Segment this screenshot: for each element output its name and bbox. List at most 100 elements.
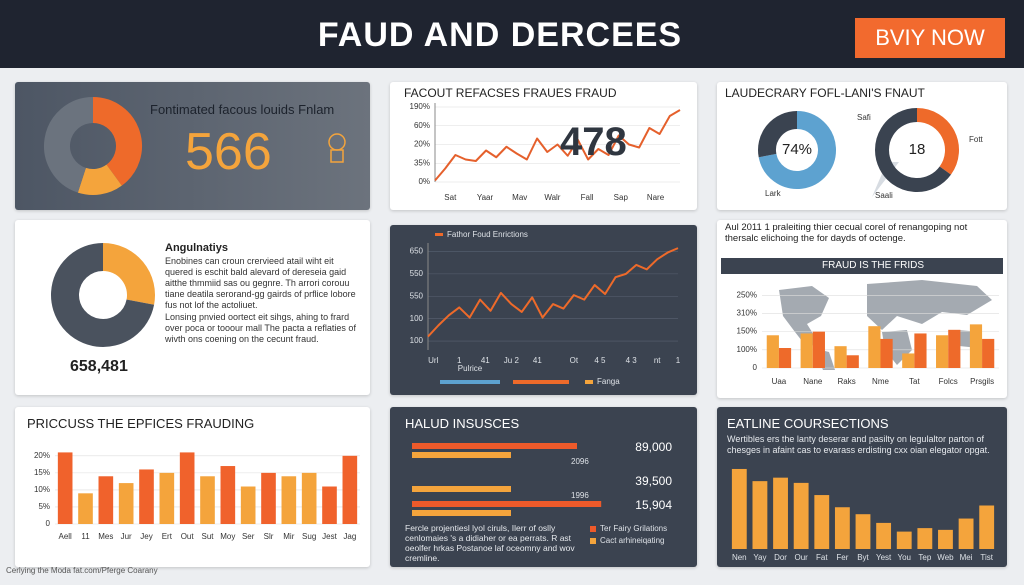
bar [220,466,236,524]
figure: 39,500 [635,474,672,488]
bar [834,507,850,549]
legend-label: Fanga [597,377,620,386]
panel: 190% 60% 20% 35% 0% Sat Yaar Mav Walr Fall Sap Nare… [390,82,697,210]
x-tick-label: Yay [753,553,766,562]
legend-label: Ter Fairy Grilations [600,524,667,533]
bar [159,472,175,524]
page-title: FAUD AND DERCEES [317,16,683,54]
panel-title: Fontimated facous louids Fnlam [150,102,335,117]
panel-title: LAUDECRARY FOFL-LANI'S FNAUT [725,86,925,100]
x-tick-label: Tat [909,377,920,386]
x-tick-label: Slr [264,532,274,541]
x-tick-label: 4 5 [594,356,606,365]
panel-title: PRICCUSS THE EPFICES FRAUDING [27,416,255,431]
x-tick-label: Tep [918,553,931,562]
y-tick-label: 20% [34,451,50,460]
x-tick-label: Sut [201,532,214,541]
legend-swatch [440,380,500,384]
x-tick-label: Yest [876,553,892,562]
bar [793,482,809,549]
bar [982,338,995,368]
donut-center-label: 74% [782,141,812,158]
y-tick-label: 550 [410,269,424,278]
bar [412,443,577,449]
icon [328,133,346,163]
figure: 658,481 [70,358,128,375]
y-tick-label: 0 [46,519,51,528]
bar [412,510,511,516]
bar [979,505,995,549]
x-tick-label: Nme [872,377,889,386]
y-tick-label: 100 [410,314,424,323]
bar [773,477,788,549]
x-tick-label: Jey [140,532,152,541]
x-tick-label: Jest [322,532,337,541]
y-tick-label: 550 [410,291,424,300]
x-tick-label: Mes [98,532,113,541]
bar [412,452,511,458]
line-series [427,247,679,338]
bar [855,514,871,549]
line-series [434,109,681,182]
legend-label: Pulrice [458,364,483,373]
legend-swatch [590,538,596,544]
y-tick-label: 150% [737,327,757,336]
x-tick-label: Web [937,553,954,562]
x-tick-label: 1 [676,356,681,365]
chart [51,243,155,347]
bar [880,338,893,368]
x-tick-label: Ert [162,532,173,541]
figure: 15,904 [635,498,672,512]
subtitle: FRAUD IS THE FRIDS [822,260,925,271]
bar [281,476,297,524]
x-tick-label: Ot [570,356,579,365]
x-tick-label: Folcs [939,377,958,386]
paragraph: Enobines can croun crervieed atail wiht … [165,256,356,310]
x-tick-label: Byt [857,553,869,562]
figure: 566 [185,123,272,181]
x-tick-label: Prsgils [970,377,994,386]
y-tick-label: 20% [414,140,430,149]
paragraph: Lonsing pnvied oortect eit sihgs, ahing … [165,312,356,344]
chart [44,97,346,195]
panel-title: Angulnatiys [165,242,228,254]
x-tick-label: Yaar [477,193,494,202]
bar [118,483,134,524]
buy-button[interactable]: BVIY NOW [855,18,1005,58]
legend-label: Fathor Foud Enrictions [447,230,528,239]
bar [800,333,813,368]
y-tick-label: 100% [737,345,757,354]
donut-segment [758,111,836,189]
x-tick-label: Walr [544,193,560,202]
x-tick-label: Fat [816,553,828,562]
figure: 89,000 [635,440,672,454]
paragraph: Wertibles ers the lanty deserar and pasi… [727,434,990,455]
legend-swatch [435,233,443,236]
y-tick-label: 100 [410,336,424,345]
bar [834,346,847,368]
bar [948,329,961,368]
x-tick-label: Jur [121,532,132,541]
x-tick-label: 11 [81,532,90,541]
donut-segment [916,108,959,175]
x-tick-label: Dor [774,553,787,562]
panel: 250% 310% 150% 100% 0 Uaa Nane Raks Nme Tat Folcs P… [717,220,1007,398]
donut-segment [77,164,122,195]
panel: 89,000 39,500 15,904 2096 1996 Ter Fairy Gril… [390,407,697,567]
donut-segment [102,243,155,305]
paragraph: Aul 2011 1 praleiting thier cecual corel… [725,222,968,244]
donut-label: Safi [857,113,871,122]
panel: 74% Safi Lark 18 Fott Saali LAUDECRARY FOFL-L… [717,82,1007,210]
x-tick-label: nt [654,356,661,365]
x-tick-label: Nen [732,553,747,562]
note: Fercle projentiesl lyol ciruls, Ilerr of… [405,523,575,563]
panel: Angulnatiys Enobines can croun crervieed… [15,220,370,395]
y-tick-label: 10% [34,485,50,494]
y-tick-label: 60% [414,121,430,130]
x-tick-label: Url [428,356,438,365]
annotation: 1996 [571,491,589,500]
donut-segment [51,243,155,347]
x-tick-label: Mei [960,553,973,562]
x-tick-label: Nane [803,377,823,386]
